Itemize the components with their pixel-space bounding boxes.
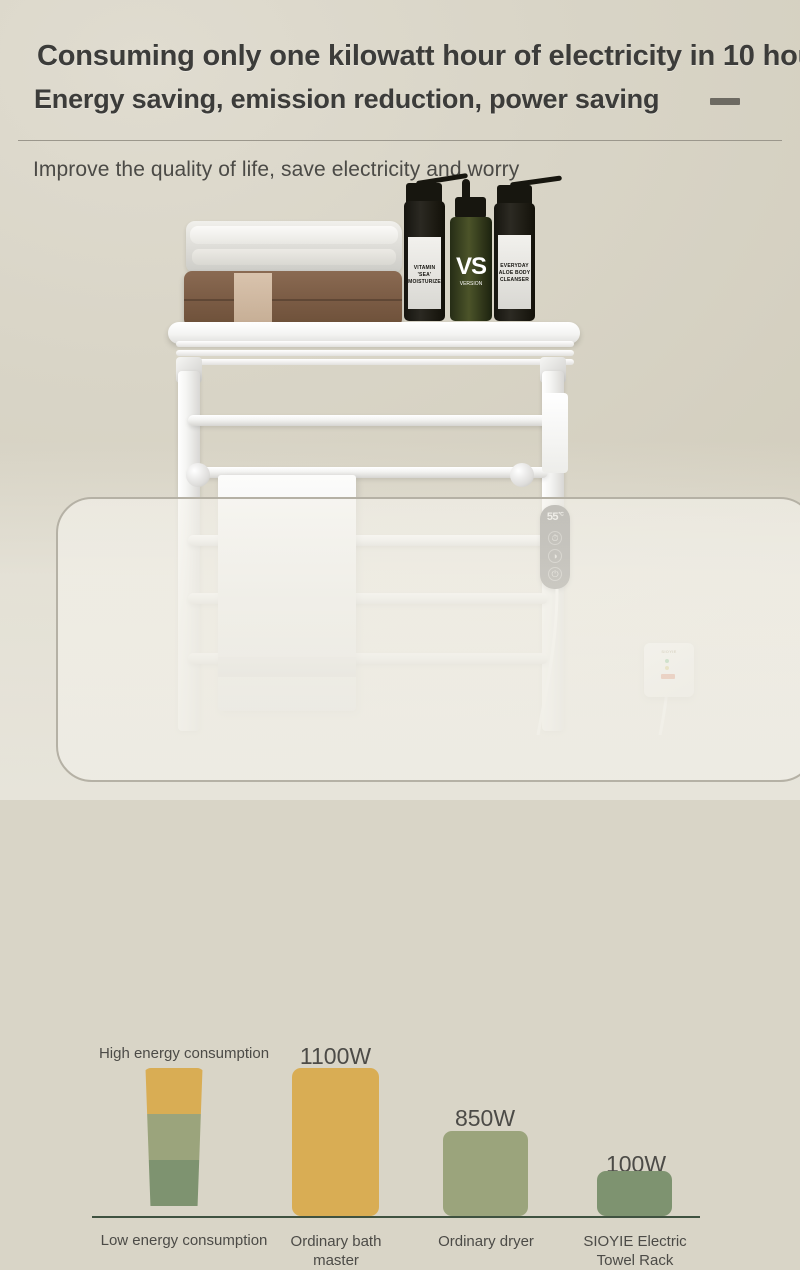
bottle-cap-3 — [497, 185, 532, 206]
rack-top-shelf — [168, 322, 580, 344]
rack-rail — [188, 415, 548, 426]
bottle-1-label-line-1: VITAMIN — [413, 265, 436, 271]
bottle-3-label-line-3: CLEANSER — [499, 277, 530, 283]
white-towel-stack — [186, 221, 402, 273]
chart-baseline-axis — [92, 1216, 700, 1218]
towel-band — [234, 273, 272, 325]
bottle-2-logo: VS VERSION — [452, 253, 490, 295]
towel-fold-line — [184, 299, 402, 301]
bottle-1-label-line-3: MOISTURIZE — [408, 279, 441, 285]
bar-ordinary-bath-master — [292, 1068, 379, 1216]
bottle-3-label: EVERYDAY ALOE BODY CLEANSER — [498, 235, 531, 309]
header-divider — [18, 140, 782, 141]
bar-category-1-line-2: master — [313, 1252, 359, 1269]
shelf-bar — [176, 359, 574, 365]
bottle-1-label-line-2: 'SEA' — [417, 272, 432, 278]
bar-sioyie-electric-towel-rack — [597, 1171, 672, 1216]
legend-gradient — [145, 1068, 203, 1206]
bar-category-3: SIOYIE Electric Towel Rack — [565, 1232, 705, 1270]
legend-high-label: High energy consumption — [98, 1045, 270, 1062]
bottle-cap-1 — [406, 183, 442, 205]
control-housing — [542, 393, 568, 473]
bar-category-2: Ordinary dryer — [422, 1232, 550, 1251]
bar-category-1: Ordinary bath master — [276, 1232, 396, 1270]
bottle-2-sub-text: VERSION — [459, 281, 483, 287]
bar-value-2: 850W — [454, 1105, 516, 1131]
legend-segment-high — [145, 1068, 203, 1114]
subtitle: Improve the quality of life, save electr… — [33, 158, 520, 181]
headline-line-2: Energy saving, emission reduction, power… — [34, 84, 660, 114]
bottle-3-label-line-2: ALOE BODY — [498, 270, 531, 276]
bar-category-2-line-1: Ordinary dryer — [438, 1233, 534, 1250]
shelf-bar — [176, 341, 574, 347]
energy-comparison-chart: High energy consumption Low energy consu… — [0, 497, 800, 1269]
bar-category-1-line-1: Ordinary bath — [290, 1233, 382, 1250]
bottle-1-label: VITAMIN 'SEA' MOISTURIZE — [408, 237, 441, 309]
legend-low-label: Low energy consumption — [100, 1232, 268, 1249]
bottle-2-logo-text: VS — [455, 253, 487, 280]
legend-segment-mid — [145, 1114, 203, 1160]
rack-knob-right — [510, 463, 534, 487]
rack-shelf-bars — [176, 341, 574, 371]
shelf-bar — [176, 350, 574, 356]
bar-value-1: 1100W — [299, 1043, 372, 1069]
dash-icon — [710, 98, 740, 105]
dropper-nozzle-icon — [462, 179, 470, 203]
bar-category-3-line-2: Towel Rack — [596, 1252, 674, 1269]
brown-towel-stack — [184, 271, 402, 327]
bottle-2 — [450, 217, 492, 321]
legend-segment-low — [145, 1160, 203, 1206]
bottle-3-label-line-1: EVERYDAY — [500, 263, 529, 269]
headline-line-1: Consuming only one kilowatt hour of elec… — [37, 40, 800, 72]
bar-ordinary-dryer — [443, 1131, 528, 1216]
rack-rail — [188, 467, 548, 478]
rack-knob-left — [186, 463, 210, 487]
energy-comparison-card — [56, 497, 800, 782]
bar-category-3-line-1: SIOYIE Electric — [583, 1233, 687, 1250]
